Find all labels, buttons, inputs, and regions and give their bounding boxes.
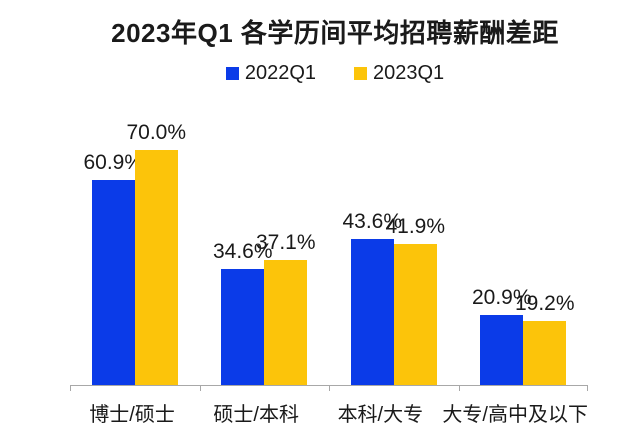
axis-tick: [199, 385, 201, 391]
x-axis-label: 博士/硕士: [89, 404, 175, 426]
category-group: 34.6% 37.1%: [200, 134, 330, 385]
legend: 2022Q1 2023Q1: [0, 62, 640, 85]
bar: 19.2%: [515, 292, 575, 385]
plot-area: 60.9% 70.0% 34.6% 37.1% 43.6% 41.9% 20.9% 19.2%: [70, 121, 589, 391]
x-axis-label: 硕士/本科: [213, 404, 299, 426]
legend-swatch-2022q1: [225, 67, 239, 80]
legend-swatch-2023q1: [354, 67, 367, 80]
bar: 60.9%: [83, 151, 143, 385]
bar-value-label: 70.0%: [126, 120, 187, 144]
legend-item-2022q1: 2022Q1: [225, 62, 316, 85]
axis-tick: [329, 385, 330, 391]
x-axis-label: 本科/大专: [337, 404, 424, 426]
bar: 37.1%: [256, 231, 316, 385]
category-group: 60.9% 70.0%: [70, 121, 200, 385]
bar-value-label: 41.9%: [385, 215, 446, 239]
legend-label-2023q1: 2023Q1: [373, 62, 445, 84]
x-axis-label: 大专/高中及以下: [442, 404, 588, 426]
category-group: 20.9% 19.2%: [459, 134, 589, 385]
bar-value-label: 34.6%: [212, 239, 273, 263]
legend-item-2023q1: 2023Q1: [354, 62, 444, 85]
bar: 70.0%: [126, 121, 186, 385]
bar-value-label: 37.1%: [255, 231, 316, 255]
bar-value-label: 19.2%: [514, 291, 575, 315]
axis-tick: [458, 385, 460, 391]
bar-value-label: 43.6%: [342, 209, 403, 233]
chart-title: 2023年Q1 各学历间平均招聘薪酬差距: [111, 18, 559, 48]
bar-value-label: 60.9%: [83, 151, 144, 175]
legend-label-2022q1: 2022Q1: [244, 62, 316, 84]
axis-tick: [587, 385, 588, 391]
category-group: 43.6% 41.9%: [329, 134, 459, 385]
bar-value-label: 20.9%: [471, 285, 532, 309]
axis-tick: [70, 385, 71, 391]
bar: 43.6%: [342, 210, 402, 385]
bar: 41.9%: [385, 215, 445, 385]
bar: 20.9%: [472, 286, 532, 385]
x-axis-labels: 博士/硕士 硕士/本科 本科/大专 大专/高中及以下: [70, 398, 588, 427]
bar: 34.6%: [213, 240, 273, 385]
